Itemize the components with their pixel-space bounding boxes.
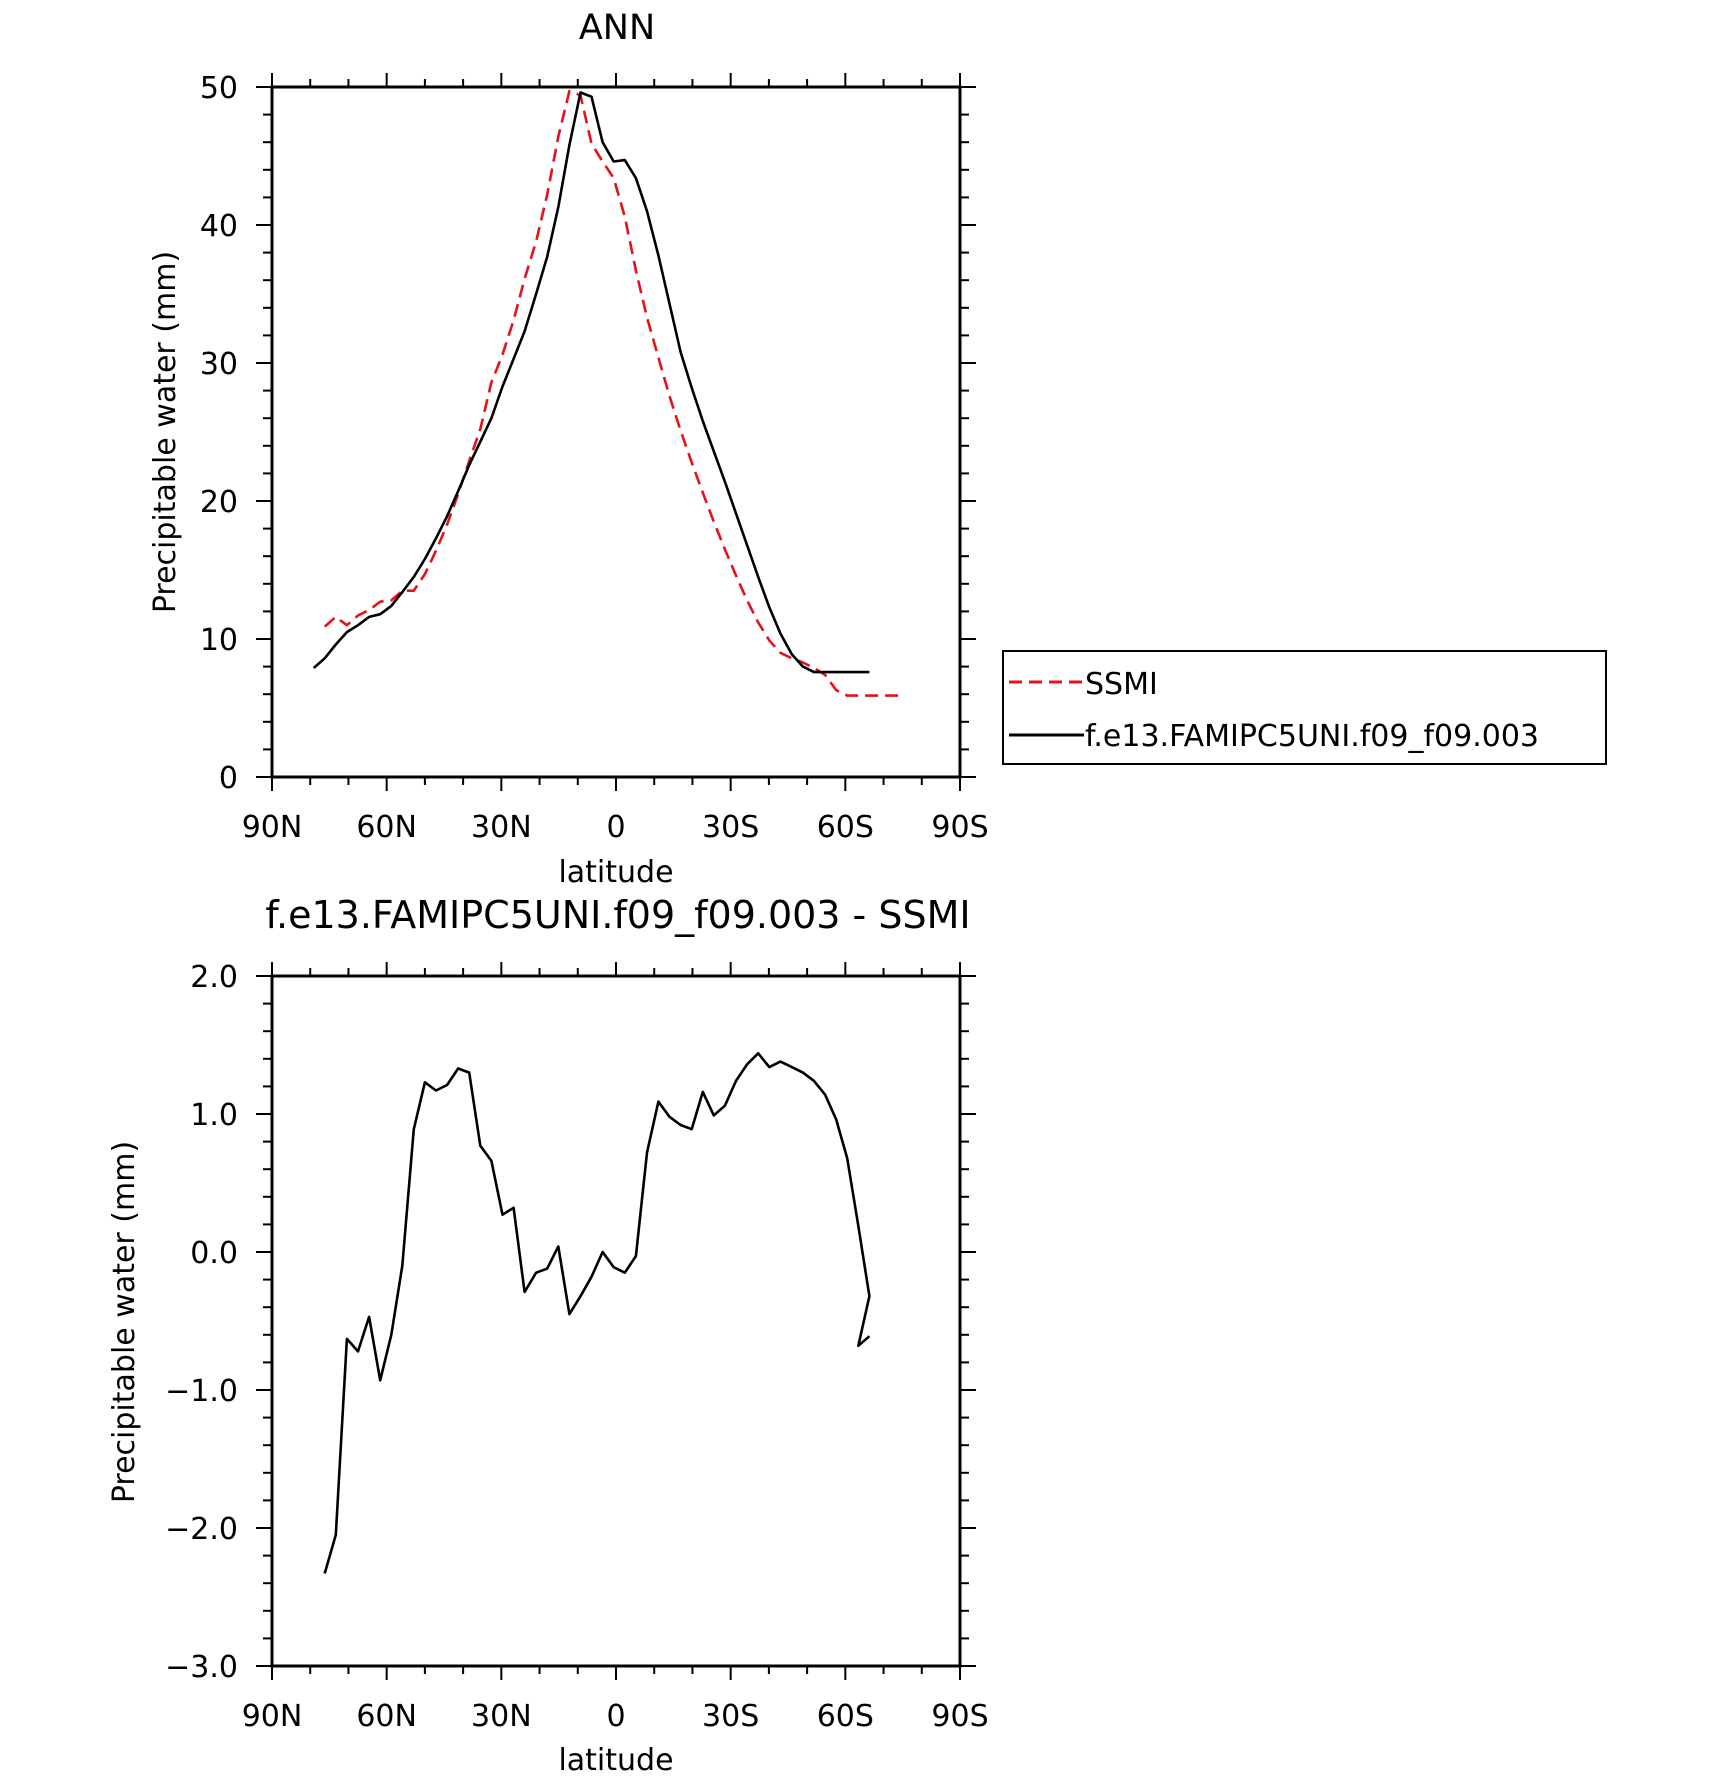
x-tick-labels: 90N 60N 30N 0 30S 60S 90S — [242, 1699, 989, 1734]
chart-panel-bottom: f.e13.FAMIPC5UNI.f09_f09.003 - SSMI 90N 6… — [107, 893, 989, 1777]
series-lines — [312, 89, 900, 697]
x-tick-label: 0 — [606, 810, 625, 845]
x-tick-label: 30S — [702, 1699, 759, 1734]
y-tick-label: 50 — [200, 71, 238, 106]
legend-entry-model: f.e13.FAMIPC5UNI.f09_f09.003 — [1085, 719, 1539, 754]
y-tick-label: 0 — [219, 761, 238, 796]
legend-box — [1002, 650, 1607, 765]
x-tick-label: 90N — [242, 1699, 303, 1734]
y-tick-label: 1.0 — [190, 1098, 238, 1133]
y-tick-label: −2.0 — [165, 1512, 238, 1547]
plot-frame — [270, 974, 962, 1668]
x-tick-label: 30S — [702, 810, 759, 845]
difference-line — [323, 1052, 871, 1574]
x-tick-label: 60S — [817, 1699, 874, 1734]
x-tick-label: 30N — [471, 1699, 532, 1734]
axis-ticks — [256, 962, 976, 1680]
y-tick-label: 0.0 — [190, 1236, 238, 1271]
x-axis-label: latitude — [558, 855, 673, 890]
series-line-model — [312, 91, 870, 674]
chart-title: f.e13.FAMIPC5UNI.f09_f09.003 - SSMI — [265, 893, 970, 937]
y-tick-label: 10 — [200, 623, 238, 658]
x-tick-label: 30N — [471, 810, 532, 845]
series-lines — [323, 1052, 871, 1574]
legend-entry-ssmi: SSMI — [1085, 667, 1158, 702]
y-axis-label: Precipitable water (mm) — [148, 251, 183, 613]
y-tick-label: 2.0 — [190, 960, 238, 995]
x-tick-label: 0 — [606, 1699, 625, 1734]
y-tick-label: −3.0 — [165, 1650, 238, 1685]
x-tick-label: 60N — [356, 1699, 417, 1734]
x-tick-label: 60N — [356, 810, 417, 845]
x-tick-label: 90N — [242, 810, 303, 845]
y-tick-label: 20 — [200, 485, 238, 520]
axis-ticks — [256, 73, 976, 791]
y-tick-label: 40 — [200, 209, 238, 244]
x-tick-label: 90S — [931, 1699, 988, 1734]
legend: SSMI f.e13.FAMIPC5UNI.f09_f09.003 — [1002, 650, 1607, 765]
chart-title: ANN — [579, 8, 655, 48]
series-line-ssmi — [323, 89, 900, 697]
y-tick-label: 30 — [200, 347, 238, 382]
x-tick-label: 60S — [817, 810, 874, 845]
chart-panel-top: ANN 90N 60N 30N 0 30S 60S 90S 0 10 20 30 40 50 lati… — [148, 8, 989, 890]
y-axis-label: Precipitable water (mm) — [107, 1141, 142, 1503]
x-axis-label: latitude — [558, 1743, 673, 1777]
x-tick-label: 90S — [931, 810, 988, 845]
y-tick-label: −1.0 — [165, 1374, 238, 1409]
y-tick-labels: 0 10 20 30 40 50 — [200, 71, 238, 796]
x-tick-labels: 90N 60N 30N 0 30S 60S 90S — [242, 810, 989, 845]
y-tick-labels: −3.0 −2.0 −1.0 0.0 1.0 2.0 — [165, 960, 238, 1685]
